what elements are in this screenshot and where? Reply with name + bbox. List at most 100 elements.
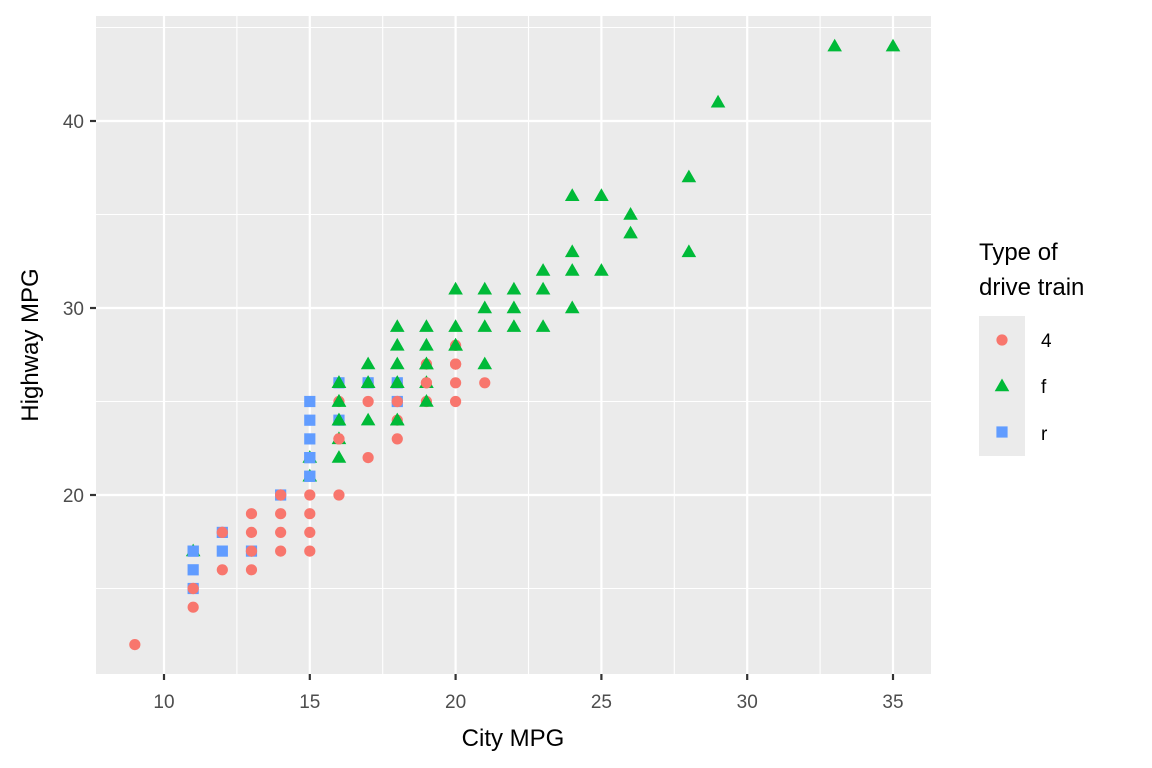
data-point-f (564, 263, 580, 276)
data-point-4 (275, 526, 287, 539)
data-point-overlay (275, 489, 287, 501)
data-point-4 (245, 526, 258, 539)
data-point-overlay (389, 375, 405, 388)
data-point-f (827, 38, 842, 52)
data-point-4 (275, 508, 287, 520)
data-point-f (477, 356, 493, 370)
data-point-f (477, 281, 493, 295)
x-tick-label: 20 (445, 692, 466, 713)
data-point-f (535, 319, 551, 332)
data-point-f (564, 244, 580, 258)
data-point-overlay (448, 337, 463, 351)
legend-key-square-icon (996, 426, 1008, 438)
data-point-overlay (331, 375, 347, 388)
data-point-r (187, 564, 199, 576)
data-point-f (535, 281, 551, 295)
x-tick-label: 25 (591, 692, 612, 713)
data-point-r (304, 433, 316, 445)
legend-key-circle-icon (996, 334, 1008, 346)
data-point-f (564, 300, 580, 314)
legend-title-line1: Type of (979, 239, 1058, 266)
y-tick-label: 30 (63, 299, 84, 320)
data-point-r (304, 395, 316, 408)
data-point-4 (304, 526, 316, 539)
y-tick-label: 20 (63, 486, 84, 507)
data-point-f (419, 394, 434, 407)
data-point-f (419, 337, 434, 351)
data-point-4 (304, 545, 316, 557)
legend: Type of drive train 4 f r (979, 239, 1084, 456)
data-point-overlay (360, 375, 376, 388)
data-point-f (448, 281, 463, 295)
data-point-f (885, 38, 901, 52)
data-point-f (710, 94, 726, 108)
data-point-overlay (419, 356, 434, 370)
data-point-overlay (304, 470, 316, 482)
data-point-f (331, 450, 347, 463)
data-point-overlay (333, 433, 345, 445)
data-point-r (304, 414, 316, 426)
data-point-overlay (391, 395, 403, 408)
data-point-4 (129, 639, 141, 651)
x-tick-label: 10 (153, 692, 174, 713)
data-point-f (477, 319, 493, 332)
plot-panel (96, 16, 931, 674)
legend-title-line2: drive train (979, 274, 1084, 301)
data-point-f (623, 207, 638, 220)
data-point-4 (304, 508, 316, 520)
data-point-overlay (389, 412, 405, 426)
data-point-f (564, 188, 580, 201)
data-point-f (506, 281, 522, 295)
data-point-4 (391, 433, 403, 445)
x-tick-label: 30 (737, 692, 758, 713)
data-point-f (389, 356, 405, 370)
y-tick-label: 40 (63, 112, 84, 133)
data-point-f (506, 300, 522, 314)
data-point-overlay (331, 394, 347, 407)
data-point-f (448, 319, 463, 332)
data-point-4 (275, 545, 287, 557)
data-point-overlay (304, 452, 316, 464)
legend-key-triangle-icon (994, 378, 1010, 392)
data-point-f (360, 412, 376, 426)
data-point-f (477, 300, 493, 314)
x-axis-title: City MPG (462, 725, 565, 752)
data-point-4 (362, 452, 374, 464)
data-point-4 (245, 564, 258, 576)
data-point-f (506, 319, 522, 332)
data-point-f (594, 263, 609, 276)
data-point-f (360, 356, 376, 370)
legend-label-r: r (1041, 424, 1048, 445)
x-tick-label: 15 (299, 692, 320, 713)
data-point-4 (362, 395, 374, 408)
data-point-overlay (245, 545, 258, 557)
legend-label-f: f (1041, 377, 1047, 398)
data-point-f (594, 188, 609, 201)
data-point-overlay (450, 358, 462, 370)
y-axis-title: Highway MPG (17, 268, 44, 421)
data-point-overlay (216, 526, 228, 539)
data-point-overlay (187, 545, 199, 557)
x-tick-label: 35 (882, 692, 903, 713)
data-point-f (419, 319, 434, 332)
legend-keys (994, 334, 1010, 438)
data-point-overlay (331, 412, 347, 426)
data-point-f (681, 244, 697, 258)
data-point-f (389, 337, 405, 351)
axes: 10 15 20 25 30 35 20 30 40 (63, 112, 904, 713)
data-point-4 (216, 564, 228, 576)
data-point-f (681, 169, 697, 183)
data-point-4 (450, 377, 462, 389)
data-point-4 (304, 489, 316, 501)
data-points (129, 38, 901, 651)
data-point-4 (333, 489, 345, 501)
data-point-f (389, 319, 405, 332)
data-point-f (535, 263, 551, 276)
data-point-r (216, 545, 228, 557)
data-point-4 (245, 508, 258, 520)
data-point-4 (450, 395, 462, 408)
legend-label-4: 4 (1041, 331, 1052, 352)
data-point-4 (187, 601, 199, 613)
